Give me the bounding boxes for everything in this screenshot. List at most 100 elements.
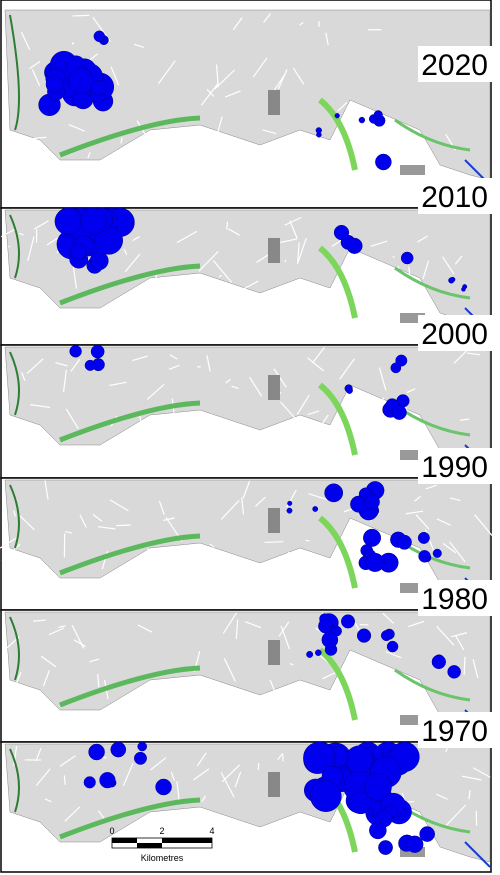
road <box>44 798 52 803</box>
built-area <box>268 238 280 263</box>
site-marker <box>349 791 372 815</box>
boundary <box>9 616 20 681</box>
site-marker <box>350 495 368 513</box>
road <box>218 274 222 278</box>
river <box>464 841 491 868</box>
road <box>461 775 482 781</box>
site-marker <box>134 751 147 765</box>
road <box>249 376 263 397</box>
road <box>170 771 175 781</box>
scale-tick-label: 4 <box>209 826 214 836</box>
road <box>299 21 304 26</box>
road <box>262 129 277 135</box>
road <box>449 541 466 563</box>
site-marker <box>99 772 116 789</box>
map-panel: 1980 <box>0 580 492 743</box>
year-label-bg <box>418 448 492 484</box>
road <box>309 135 321 157</box>
road <box>378 367 387 391</box>
site-marker <box>137 741 147 752</box>
road <box>232 17 243 31</box>
site-marker <box>306 650 314 658</box>
road <box>137 624 153 633</box>
road <box>296 242 300 265</box>
site-marker <box>346 387 353 394</box>
site-marker <box>400 251 414 265</box>
site-marker <box>432 548 442 558</box>
road <box>87 152 91 159</box>
road <box>48 627 65 636</box>
site-marker <box>315 649 322 657</box>
road <box>109 381 127 387</box>
road <box>231 385 239 390</box>
road <box>21 371 26 381</box>
green-corridor <box>318 245 358 319</box>
road <box>228 228 241 236</box>
road <box>193 768 210 781</box>
road <box>235 619 239 639</box>
site-marker <box>419 826 435 842</box>
site-marker <box>364 772 392 801</box>
road <box>436 625 455 646</box>
road <box>269 679 281 705</box>
road <box>138 414 146 440</box>
road <box>92 514 103 522</box>
road <box>35 747 42 762</box>
road <box>226 221 229 230</box>
site-marker <box>315 127 322 134</box>
road <box>89 658 100 663</box>
road <box>31 69 41 86</box>
year-label: 1980 <box>421 583 488 616</box>
built-area <box>268 508 280 533</box>
site-marker <box>90 344 105 359</box>
road <box>64 806 81 822</box>
road <box>173 812 180 831</box>
site-marker <box>391 404 407 420</box>
site-marker <box>390 362 402 374</box>
map-panel: 1990 <box>0 448 495 611</box>
site-marker <box>93 30 106 43</box>
road <box>132 355 148 362</box>
road <box>220 772 235 798</box>
site-marker <box>431 654 446 670</box>
year-label-bg <box>418 580 492 616</box>
road <box>397 265 400 280</box>
green-corridor <box>394 118 471 152</box>
road <box>468 789 471 800</box>
road <box>296 394 310 415</box>
road <box>307 410 320 416</box>
road <box>0 227 17 238</box>
site-marker <box>310 780 342 812</box>
road <box>234 771 242 788</box>
road <box>280 625 291 650</box>
map-panel: 2020 <box>0 0 492 209</box>
site-marker <box>375 153 392 171</box>
road <box>120 137 123 144</box>
green-corridor <box>318 382 358 456</box>
road <box>367 397 385 417</box>
road <box>29 136 47 140</box>
built-area <box>268 90 280 115</box>
road <box>63 775 66 785</box>
road <box>158 500 165 515</box>
green-corridor <box>59 665 201 708</box>
road <box>116 524 131 527</box>
road <box>308 493 328 501</box>
road <box>196 752 207 767</box>
scale-tick-label: 2 <box>159 826 164 836</box>
road <box>436 793 448 800</box>
site-marker <box>88 743 105 761</box>
road <box>176 781 180 802</box>
road <box>1 543 21 562</box>
road <box>115 147 136 158</box>
road <box>406 388 416 394</box>
road <box>241 280 259 291</box>
road <box>382 612 395 624</box>
road <box>64 530 73 534</box>
road <box>442 542 457 554</box>
road <box>168 364 180 371</box>
site-marker <box>54 207 82 236</box>
site-marker <box>321 631 339 649</box>
site-marker <box>341 614 355 629</box>
road <box>459 418 470 421</box>
